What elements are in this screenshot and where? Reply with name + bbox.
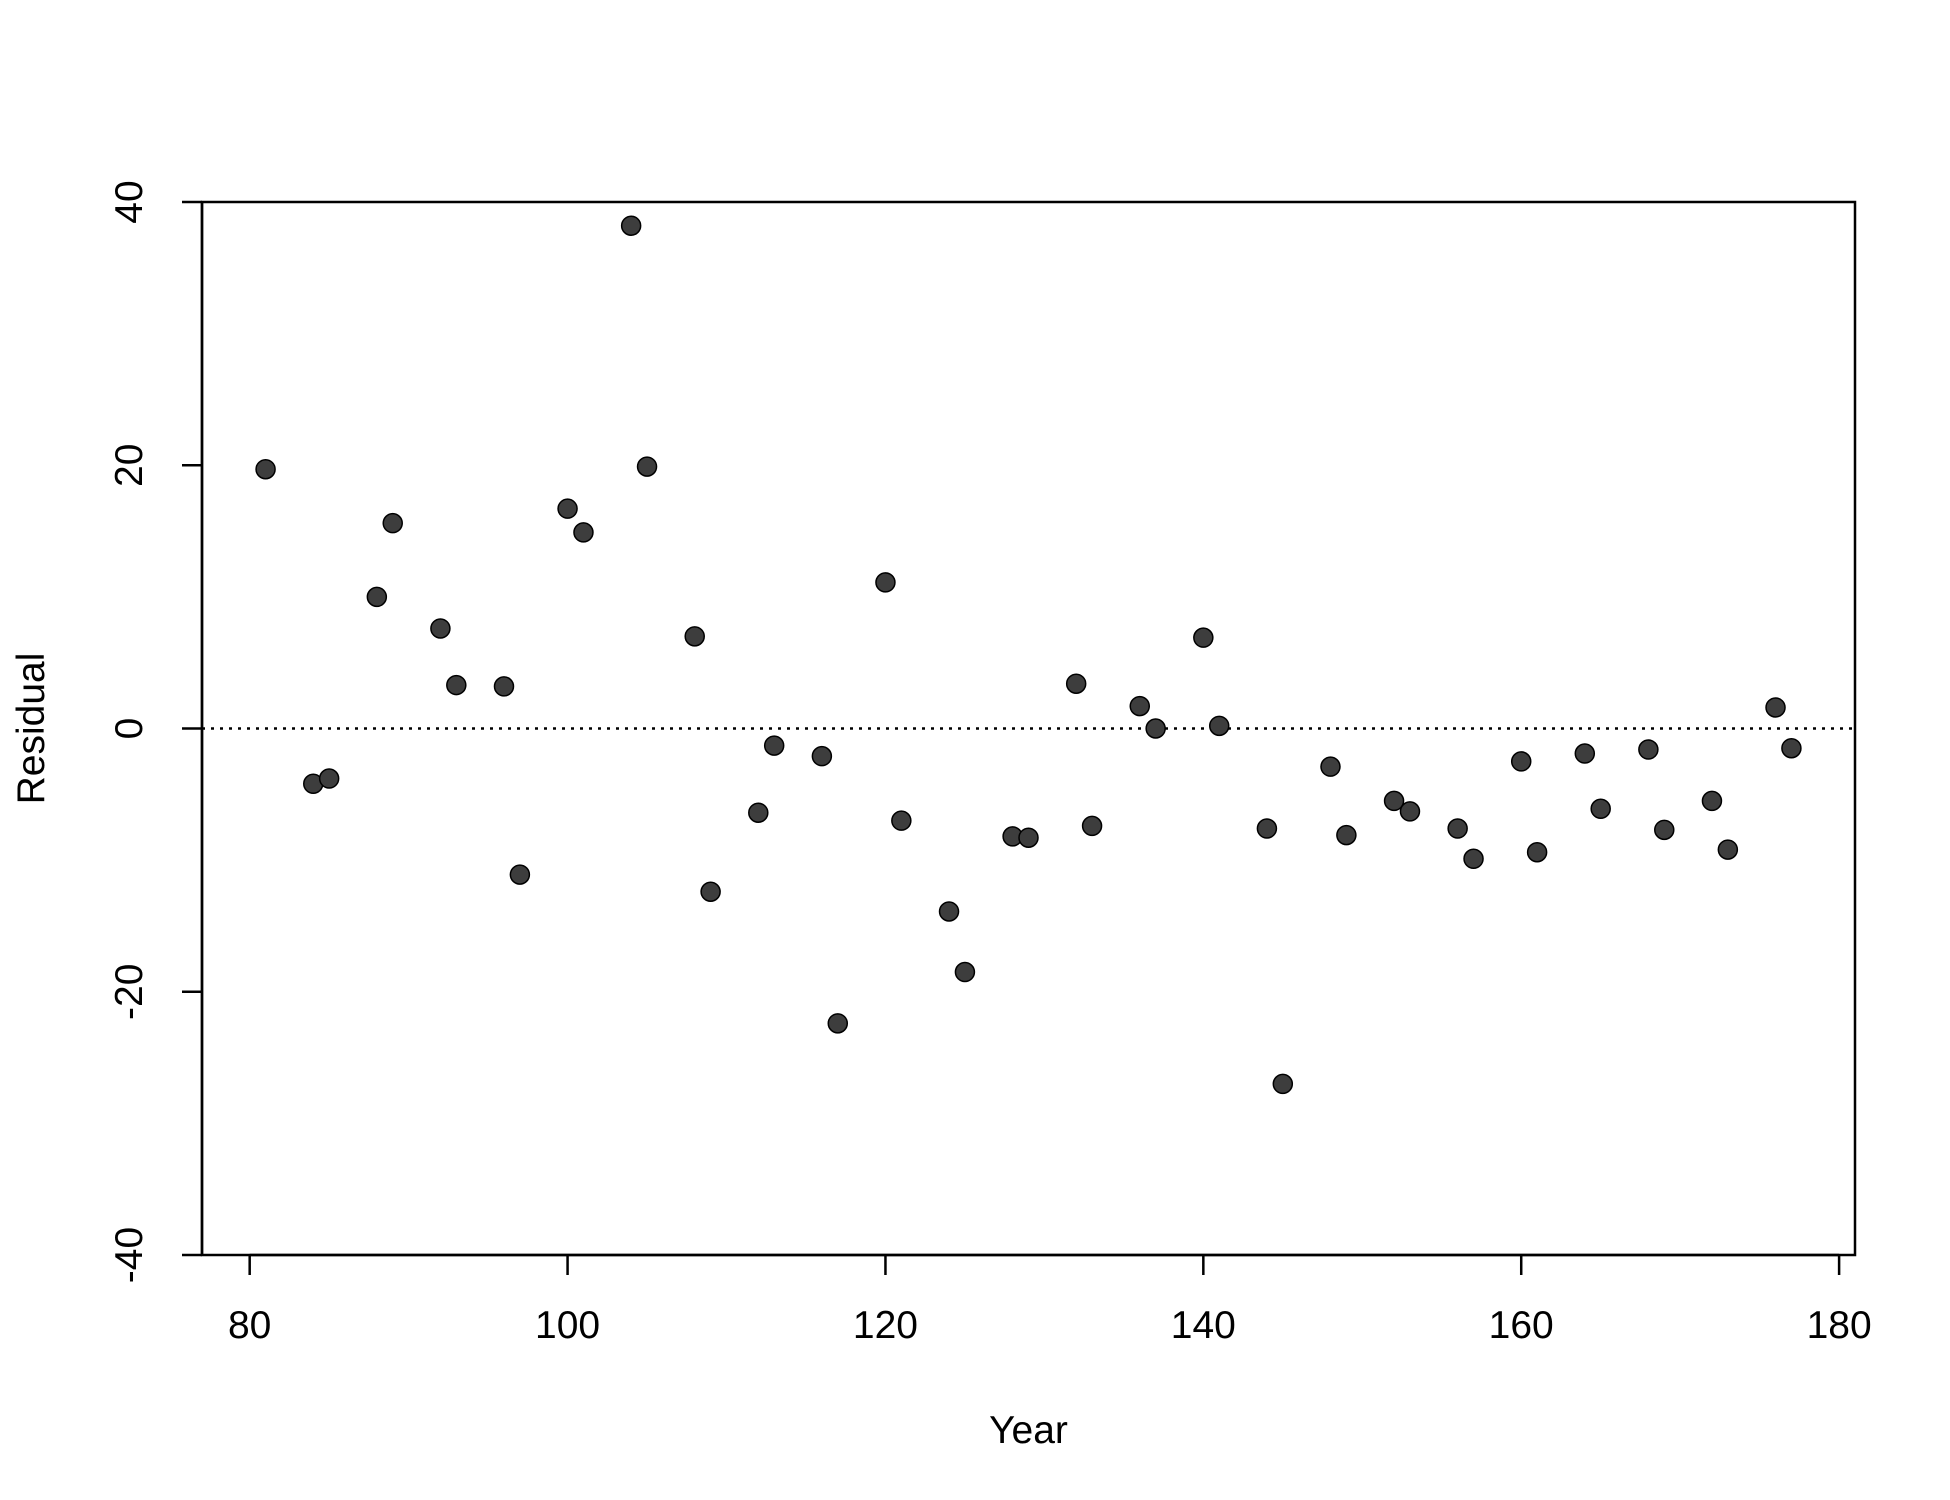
scatter-point xyxy=(1320,756,1341,777)
scatter-point xyxy=(811,745,833,767)
scatter-point xyxy=(684,626,705,647)
scatter-point xyxy=(1256,818,1278,839)
scatter-point xyxy=(557,498,578,519)
scatter-point xyxy=(891,810,912,831)
x-tick-label: 180 xyxy=(1807,1304,1872,1347)
scatter-point xyxy=(1638,739,1659,760)
scatter-point xyxy=(318,768,340,789)
scatter-point xyxy=(954,961,976,983)
x-axis: 80 100 120 140 160 180 xyxy=(228,1253,1872,1347)
x-tick-label: 120 xyxy=(853,1304,918,1347)
y-axis: -40 -20 0 20 40 xyxy=(108,180,204,1283)
scatter-point xyxy=(573,522,594,543)
scatter-point xyxy=(1383,790,1405,812)
y-tick-label: 20 xyxy=(108,444,151,487)
y-axis-title: Residual xyxy=(10,653,53,805)
scatter-point xyxy=(1208,715,1230,737)
scatter-point xyxy=(700,881,721,902)
scatter-point xyxy=(382,512,403,534)
scatter-point xyxy=(255,458,276,480)
scatter-point xyxy=(430,618,451,639)
scatter-point xyxy=(1590,798,1611,820)
scatter-point xyxy=(1065,673,1087,694)
y-tick-label: -40 xyxy=(108,1227,151,1283)
scatter-point xyxy=(1765,697,1786,718)
scatter-point xyxy=(636,456,658,477)
scatter-point xyxy=(1654,819,1675,841)
x-tick-label: 80 xyxy=(228,1304,271,1347)
scatter-point xyxy=(446,674,467,696)
scatter-point xyxy=(1447,818,1468,839)
scatter-point xyxy=(1272,1073,1294,1095)
points-layer xyxy=(255,215,1802,1095)
scatter-point xyxy=(366,586,388,608)
scatter-point xyxy=(620,215,642,236)
scatter-point xyxy=(509,864,531,885)
scatter-point xyxy=(1129,695,1151,717)
scatter-point xyxy=(938,901,960,922)
scatter-point xyxy=(875,572,896,593)
y-tick-label: 0 xyxy=(108,718,151,740)
scatter-point xyxy=(493,676,515,697)
scatter-point xyxy=(1574,743,1596,764)
scatter-point xyxy=(748,802,769,823)
scatter-point xyxy=(1510,751,1532,772)
scatter-point xyxy=(1336,824,1357,846)
x-tick-label: 100 xyxy=(535,1304,600,1347)
scatter-point xyxy=(1193,627,1214,648)
scatter-point xyxy=(1081,815,1103,837)
scatter-point xyxy=(1145,718,1166,739)
scatter-point xyxy=(1018,827,1039,848)
scatter-point xyxy=(1399,801,1421,822)
scatter-point xyxy=(827,1013,849,1034)
y-tick-label: 40 xyxy=(108,180,151,223)
scatter-point xyxy=(763,735,785,756)
y-tick-label: -20 xyxy=(108,964,151,1020)
scatter-point xyxy=(1701,790,1723,812)
x-axis-title: Year xyxy=(989,1409,1068,1452)
scatter-point xyxy=(1717,839,1739,860)
scatter-point xyxy=(1781,737,1802,759)
scatter-point xyxy=(1526,841,1548,863)
scatter-point xyxy=(1463,848,1484,870)
x-tick-label: 160 xyxy=(1489,1304,1554,1347)
x-tick-label: 140 xyxy=(1171,1304,1236,1347)
